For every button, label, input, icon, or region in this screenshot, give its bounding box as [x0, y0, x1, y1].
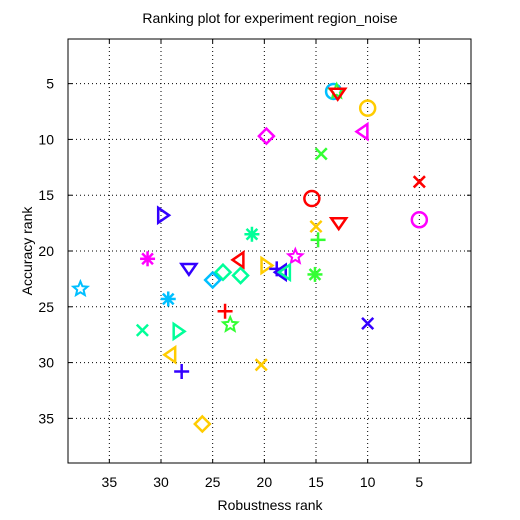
- tick-labels: 35 30 25 20 15 10 5 5 10 15 20 25 30 35: [38, 76, 423, 490]
- axis-ticks: [68, 39, 471, 463]
- y-tick-label: 20: [38, 243, 54, 259]
- point-plus-marker: [310, 232, 326, 248]
- y-tick-label: 25: [38, 299, 54, 315]
- point-plus-marker: [174, 364, 190, 380]
- point-triangle-left-marker: [162, 344, 177, 365]
- point-triangle-down-marker: [179, 262, 199, 278]
- point-diamond-marker: [213, 262, 233, 282]
- point-asterisk-marker: [307, 266, 323, 282]
- x-tick-label: 25: [205, 474, 221, 490]
- x-tick-label: 20: [257, 474, 273, 490]
- point-diamond-marker: [203, 270, 222, 290]
- point-triangle-left-marker: [230, 250, 245, 270]
- point-asterisk-marker: [160, 291, 176, 307]
- x-tick-label: 15: [308, 474, 324, 490]
- y-tick-label: 35: [38, 410, 54, 426]
- point-triangle-right-marker: [172, 321, 187, 342]
- point-diamond-marker: [257, 126, 276, 146]
- point-triangle-left-marker: [354, 121, 369, 142]
- point-x-marker: [309, 219, 323, 233]
- point-triangle-down-marker: [328, 216, 349, 232]
- y-tick-label: 30: [38, 355, 54, 371]
- plot-area: [68, 39, 471, 463]
- x-tick-label: 35: [102, 474, 118, 490]
- point-plus-marker: [217, 303, 233, 319]
- point-circle-marker: [303, 189, 321, 208]
- point-circle-marker: [410, 211, 429, 229]
- point-diamond-marker: [231, 266, 250, 285]
- point-star-marker: [285, 246, 305, 265]
- x-tick-label: 5: [415, 474, 423, 490]
- gridlines: [68, 39, 471, 463]
- point-asterisk-marker: [140, 251, 156, 267]
- x-tick-label: 30: [153, 474, 169, 490]
- point-x-marker: [135, 323, 149, 337]
- point-x-marker: [412, 175, 426, 189]
- x-axis-label: Robustness rank: [217, 497, 323, 513]
- data-points: [70, 81, 429, 434]
- point-x-marker: [254, 358, 268, 372]
- y-tick-label: 15: [38, 187, 54, 203]
- point-star-marker: [70, 278, 91, 298]
- point-triangle-right-marker: [156, 205, 172, 226]
- point-x-marker: [361, 317, 375, 331]
- point-triangle-right-marker: [260, 255, 275, 276]
- point-diamond-marker: [193, 414, 212, 434]
- y-axis-label: Accuracy rank: [19, 206, 35, 296]
- point-circle-marker: [358, 99, 377, 117]
- y-tick-label: 10: [38, 131, 54, 147]
- y-tick-label: 5: [46, 76, 54, 92]
- chart-title: Ranking plot for experiment region_noise: [142, 10, 397, 26]
- plot-frame: [67, 38, 472, 464]
- point-asterisk-marker: [244, 226, 260, 242]
- point-x-marker: [314, 147, 328, 161]
- point-triangle-left-marker: [272, 262, 287, 283]
- point-star-marker: [220, 314, 240, 333]
- point-triangle-left-marker: [276, 262, 292, 283]
- point-triangle-down-marker: [327, 87, 348, 102]
- x-tick-label: 10: [360, 474, 376, 490]
